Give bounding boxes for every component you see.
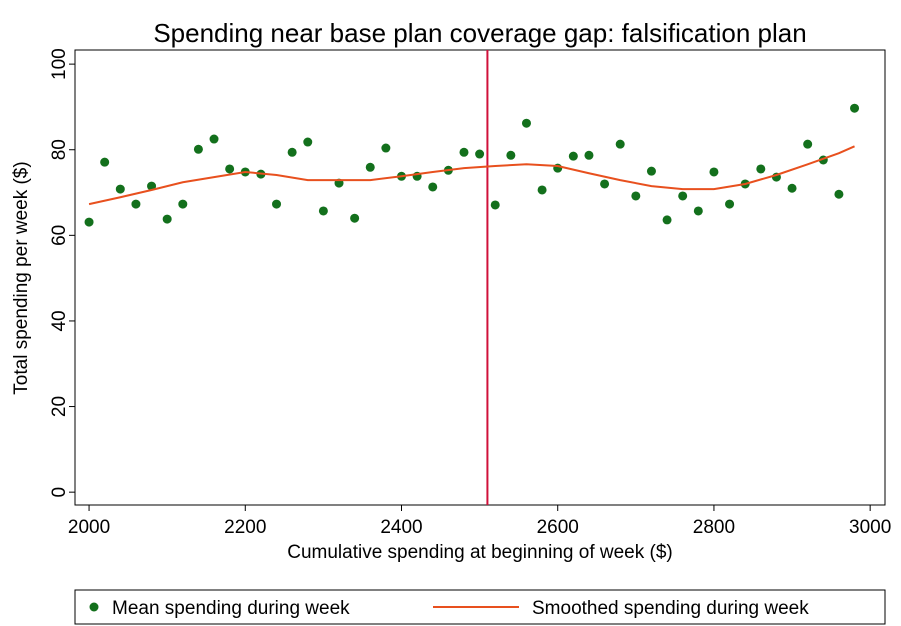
- point: [693, 206, 703, 216]
- y-tick-label: 20: [49, 396, 70, 417]
- point: [615, 139, 625, 149]
- point: [709, 167, 719, 177]
- point: [725, 199, 735, 209]
- point: [850, 103, 860, 113]
- point: [803, 139, 813, 149]
- point: [834, 189, 844, 199]
- y-tick-label: 80: [49, 139, 70, 160]
- point: [537, 185, 547, 195]
- point: [428, 182, 438, 192]
- point: [318, 206, 328, 216]
- x-tick-label: 2400: [380, 517, 422, 538]
- point: [100, 157, 110, 167]
- plot-area: [74, 49, 886, 506]
- point: [162, 214, 172, 224]
- point: [568, 151, 578, 161]
- point: [365, 162, 375, 172]
- x-tick-label: 2000: [68, 517, 110, 538]
- legend-label: Mean spending during week: [112, 598, 350, 619]
- point: [490, 200, 500, 210]
- point: [459, 147, 469, 157]
- point: [131, 199, 141, 209]
- point: [678, 191, 688, 201]
- point: [287, 147, 297, 157]
- point: [193, 144, 203, 154]
- point: [84, 217, 94, 227]
- point: [225, 164, 235, 174]
- point: [631, 191, 641, 201]
- point: [646, 166, 656, 176]
- point: [178, 199, 188, 209]
- legend-key: [89, 602, 99, 612]
- point: [303, 137, 313, 147]
- point: [209, 134, 219, 144]
- point: [787, 183, 797, 193]
- y-tick-label: 40: [49, 310, 70, 331]
- point: [147, 181, 157, 191]
- point: [272, 199, 282, 209]
- point: [756, 164, 766, 174]
- point: [600, 179, 610, 189]
- point: [350, 213, 360, 223]
- x-tick-label: 2200: [224, 517, 266, 538]
- point: [584, 150, 594, 160]
- point: [506, 150, 516, 160]
- x-tick-label: 2600: [537, 517, 579, 538]
- x-axis-title: Cumulative spending at beginning of week…: [287, 542, 673, 563]
- point: [381, 143, 391, 153]
- point: [475, 149, 485, 159]
- x-tick-label: 3000: [849, 517, 891, 538]
- x-tick-label: 2800: [693, 517, 735, 538]
- y-tick-label: 0: [49, 487, 70, 498]
- y-tick-label: 60: [49, 225, 70, 246]
- line: [88, 145, 855, 206]
- point: [521, 118, 531, 128]
- point: [662, 215, 672, 225]
- legend-label: Smoothed spending during week: [532, 598, 809, 619]
- y-tick-label: 100: [49, 48, 70, 80]
- chart-title: Spending near base plan coverage gap: fa…: [153, 18, 806, 48]
- y-axis-title: Total spending per week ($): [11, 161, 32, 394]
- point: [115, 184, 125, 194]
